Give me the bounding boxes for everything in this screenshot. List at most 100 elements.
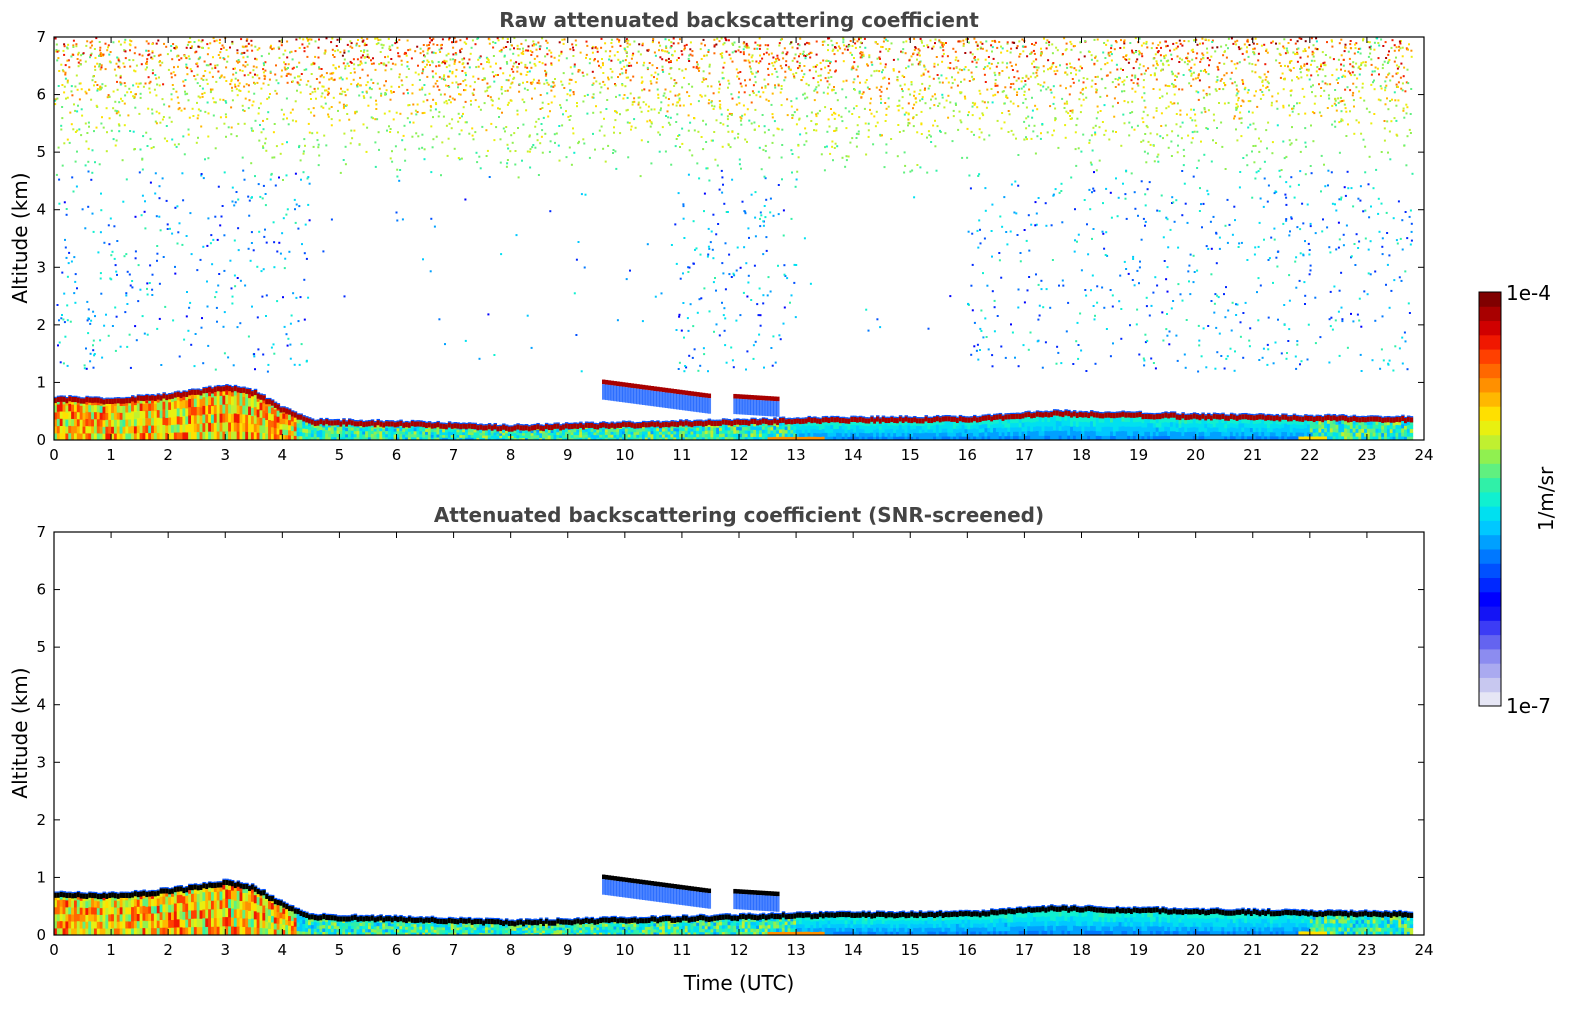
aerosol-cell <box>347 433 352 438</box>
aerosol-cell <box>236 422 241 432</box>
noise-point <box>118 40 120 43</box>
noise-point <box>677 42 680 45</box>
noise-point <box>1265 86 1268 89</box>
layer-top-cell <box>1121 411 1125 417</box>
layer-top-cell <box>65 398 69 404</box>
noise-point <box>1257 59 1260 62</box>
elevated-layer-cell <box>770 396 774 401</box>
layer-edge-cell <box>1249 413 1254 416</box>
noise-point <box>145 131 148 134</box>
aerosol-cell <box>1169 435 1174 440</box>
noise-point <box>673 85 676 87</box>
aerosol-cell <box>964 432 968 437</box>
layer-edge-cell <box>328 419 332 421</box>
noise-point <box>548 49 551 52</box>
layer-edge-cell <box>947 415 951 417</box>
aerosol-cell <box>858 436 863 440</box>
aerosol-cell <box>1044 421 1048 427</box>
layer-edge-cell <box>621 420 626 422</box>
aerosol-cell <box>407 428 412 432</box>
aerosol-cell <box>1058 430 1063 436</box>
aerosol-cell <box>382 434 386 438</box>
aerosol-cell <box>131 425 135 434</box>
aerosol-cell <box>1038 421 1043 427</box>
aerosol-cell <box>71 425 75 434</box>
layer-edge-cell <box>927 416 931 418</box>
noise-point <box>1089 161 1092 164</box>
aerosol-cell <box>319 429 323 434</box>
aerosol-cell <box>1198 431 1202 437</box>
noise-point <box>1088 141 1091 144</box>
aerosol-cell <box>824 424 829 430</box>
aerosol-cell <box>65 433 69 440</box>
layer-top-cell <box>436 422 440 428</box>
layer-top-cell <box>387 421 392 427</box>
aerosol-cell <box>1121 416 1125 422</box>
aerosol-cell <box>533 432 537 436</box>
aerosol-cell <box>185 399 189 409</box>
aerosol-cell <box>567 437 572 440</box>
aerosol-cell <box>1326 419 1331 424</box>
layer-edge-cell <box>133 396 138 398</box>
layer-top-cell <box>119 398 124 404</box>
aerosol-cell <box>547 432 552 436</box>
layer-top-cell <box>736 419 740 425</box>
noise-point <box>921 96 924 99</box>
elevated-layer-cell <box>602 384 606 400</box>
aerosol-cell <box>445 432 449 436</box>
noise-point <box>988 134 991 137</box>
layer-edge-cell <box>1015 412 1020 414</box>
noise-point <box>1288 62 1291 64</box>
aerosol-cell <box>590 437 595 440</box>
layer-top-cell <box>433 423 438 429</box>
layer-top-cell <box>1144 413 1148 420</box>
noise-point <box>834 142 837 145</box>
layer-top-cell <box>108 398 112 404</box>
aerosol-cell <box>559 430 563 434</box>
aerosol-cell <box>153 425 158 434</box>
aerosol-cell <box>559 432 563 436</box>
noise-point <box>536 133 539 136</box>
aerosol-cell <box>867 436 871 440</box>
aerosol-cell <box>910 421 914 426</box>
aerosol-cell <box>199 406 204 416</box>
aerosol-cell <box>176 407 181 417</box>
noise-point <box>934 93 936 96</box>
aerosol-cell <box>305 436 309 440</box>
layer-top-cell <box>1115 412 1120 418</box>
aerosol-cell <box>707 436 712 440</box>
aerosol-cell <box>1255 431 1260 437</box>
aerosol-cell <box>210 431 215 440</box>
aerosol-cell <box>290 435 295 440</box>
aerosol-cell <box>379 433 383 438</box>
layer-edge-cell <box>151 394 155 396</box>
noise-point <box>284 49 287 52</box>
noise-point <box>905 111 908 114</box>
layer-top-cell <box>233 385 238 392</box>
aerosol-cell <box>410 433 415 438</box>
layer-edge-cell <box>433 421 438 424</box>
layer-edge-cell <box>176 390 181 392</box>
aerosol-cell <box>727 423 732 428</box>
aerosol-cell <box>933 420 937 426</box>
noise-point <box>1135 60 1138 63</box>
elevated-layer-cell <box>741 394 746 400</box>
layer-edge-cell <box>459 422 463 425</box>
aerosol-cell <box>422 431 426 435</box>
layer-edge-cell <box>202 386 206 389</box>
aerosol-cell <box>587 431 592 435</box>
noise-point <box>1095 88 1098 91</box>
layer-top-cell <box>339 421 343 427</box>
noise-point <box>631 54 634 57</box>
aerosol-cell <box>302 424 306 429</box>
aerosol-cell <box>827 425 831 430</box>
elevated-layer-cell <box>613 385 617 402</box>
noise-point <box>429 37 431 40</box>
layer-edge-cell <box>953 415 957 417</box>
aerosol-cell <box>881 428 886 433</box>
aerosol-cell <box>519 432 523 436</box>
aerosol-cell <box>607 429 612 433</box>
aerosol-cell <box>96 432 101 440</box>
elevated-layer-cell <box>767 396 771 401</box>
noise-point <box>859 37 862 40</box>
